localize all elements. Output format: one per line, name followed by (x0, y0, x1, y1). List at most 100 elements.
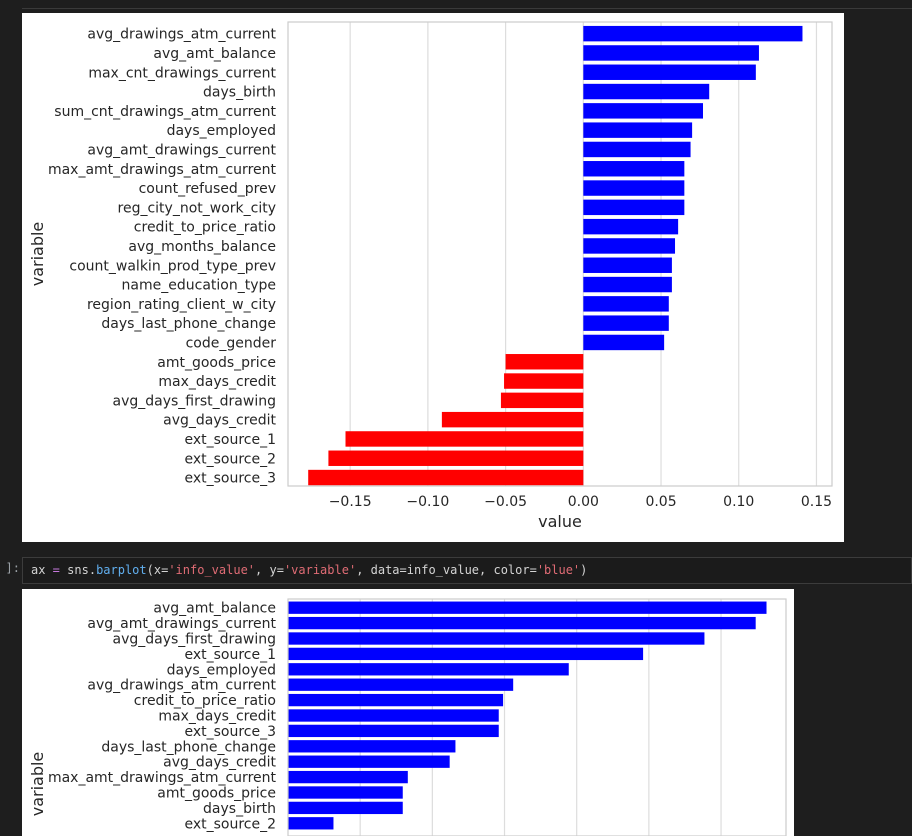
bar (583, 141, 691, 158)
bar (288, 616, 756, 630)
x-tick-label: −0.10 (406, 494, 449, 510)
bar (583, 257, 672, 273)
category-label: avg_drawings_atm_current (87, 678, 276, 694)
bar (583, 25, 803, 42)
category-label: count_refused_prev (139, 181, 276, 197)
bar (288, 601, 767, 614)
category-label: avg_drawings_atm_current (87, 27, 276, 43)
bar (583, 199, 685, 216)
category-label: avg_days_credit (163, 755, 276, 771)
code-token: , y= (255, 563, 284, 577)
category-label: sum_cnt_drawings_atm_current (54, 104, 276, 120)
bar (288, 724, 499, 738)
category-label: avg_amt_drawings_current (87, 616, 276, 632)
y-axis-label: variable (28, 752, 47, 817)
code-token: . (88, 563, 97, 577)
category-label: days_last_phone_change (101, 316, 276, 332)
bar (504, 373, 584, 389)
plot-frame (287, 598, 787, 836)
bar (583, 180, 685, 196)
category-label: days_birth (203, 801, 276, 817)
x-tick-label: 0.05 (645, 494, 676, 510)
bar (288, 647, 644, 661)
x-tick-label: 0.00 (568, 494, 599, 510)
category-label: days_employed (167, 123, 276, 139)
bar (583, 296, 669, 312)
category-label: ext_source_1 (184, 647, 276, 663)
bar (500, 392, 584, 409)
bar (288, 770, 408, 784)
bar (288, 709, 499, 722)
code-token: = (45, 563, 68, 577)
category-label: avg_months_balance (128, 239, 276, 255)
bar (288, 740, 456, 753)
category-label: max_days_credit (158, 374, 276, 390)
bar (288, 632, 705, 645)
bar-chart-1: avg_drawings_atm_current avg_amt_balancem… (28, 21, 833, 531)
category-label: avg_days_first_drawing (113, 393, 276, 409)
x-tick-label: 0.15 (801, 494, 832, 510)
category-label: max_amt_drawings_atm_current (48, 770, 277, 786)
x-tick-label: 0.10 (723, 494, 754, 510)
bar (583, 64, 756, 80)
bar (288, 693, 504, 707)
bar (583, 161, 685, 177)
bar (308, 469, 584, 486)
category-label: ext_source_2 (184, 816, 276, 832)
bar (288, 801, 403, 815)
code-cell[interactable]: ax = sns.barplot(x='info_value', y='vari… (22, 557, 912, 584)
x-tick-label: −0.15 (329, 494, 372, 510)
category-label: credit_to_price_ratio (134, 693, 276, 709)
category-label: max_cnt_drawings_current (88, 65, 276, 81)
bar (288, 786, 403, 799)
bar (583, 315, 669, 331)
bar (288, 817, 334, 830)
bar (288, 755, 450, 768)
category-label: days_last_phone_change (101, 739, 276, 755)
bar (345, 431, 584, 447)
code-token: (x= (146, 563, 169, 577)
bar (441, 411, 584, 428)
bar (583, 218, 679, 235)
bar (583, 238, 676, 254)
category-label: code_gender (186, 335, 277, 351)
category-label: name_education_type (122, 278, 276, 294)
category-label: avg_amt_drawings_current (87, 142, 276, 158)
category-label: ext_source_3 (184, 724, 276, 740)
code-token: 'info_value' (168, 563, 256, 577)
bar (583, 122, 693, 138)
code-token: barplot (96, 563, 147, 577)
category-label: amt_goods_price (157, 355, 276, 371)
category-label: ext_source_2 (184, 451, 276, 467)
category-label: avg_amt_balance (153, 601, 276, 617)
code-token: , data= (356, 563, 407, 577)
bar (288, 663, 569, 676)
category-label: avg_amt_balance (153, 46, 276, 62)
code-line[interactable]: ax = sns.barplot(x='info_value', y='vari… (31, 563, 587, 577)
code-token: 'blue' (536, 563, 581, 577)
code-token: ax (31, 563, 46, 577)
category-label: max_days_credit (158, 709, 276, 725)
category-label: avg_days_first_drawing (113, 632, 276, 648)
bar (583, 83, 710, 100)
code-token: , color= (479, 563, 537, 577)
code-token: info_value (406, 563, 480, 577)
x-tick-label: −0.05 (484, 494, 527, 510)
y-axis-label: variable (28, 222, 47, 287)
category-label: avg_days_credit (163, 413, 276, 429)
previous-cell-border (22, 0, 912, 9)
category-label: reg_city_not_work_city (118, 200, 276, 216)
bar (583, 45, 759, 61)
x-axis-label: value (538, 512, 582, 531)
chart-output-2: avg_amt_balance avg_amt_drawings_current a… (22, 589, 794, 836)
plot-frame (287, 21, 833, 487)
category-label: credit_to_price_ratio (134, 220, 276, 236)
bar (328, 450, 584, 466)
bar (288, 678, 514, 691)
category-label: days_employed (167, 662, 276, 678)
cell-prompt: ]: (5, 561, 20, 575)
bar (583, 276, 672, 293)
bar (583, 334, 665, 351)
category-label: days_birth (203, 85, 276, 101)
